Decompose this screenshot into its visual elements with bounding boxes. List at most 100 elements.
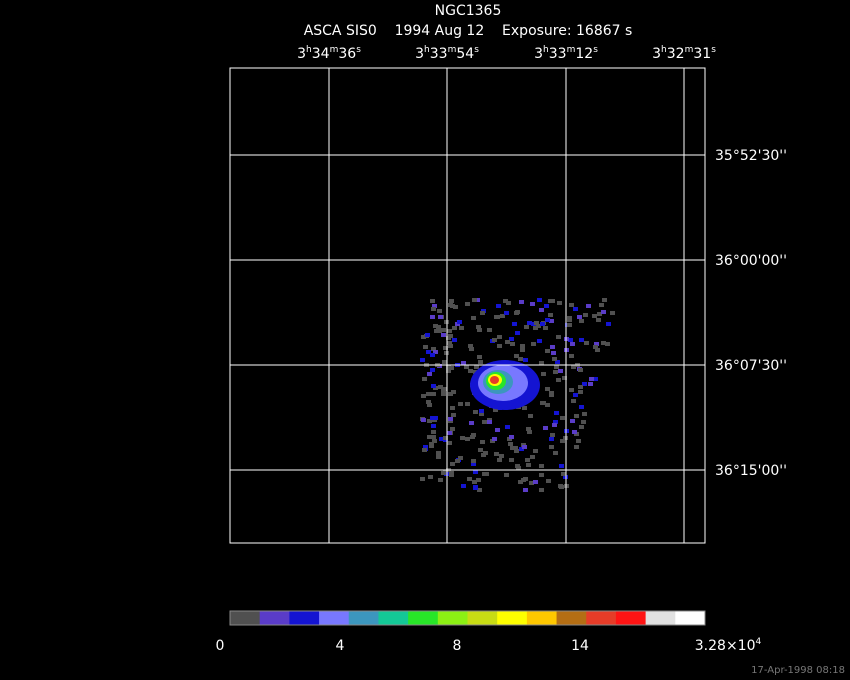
pixel — [473, 470, 478, 474]
pixel — [427, 372, 432, 376]
dec-tick-label: 35°52'30'' — [715, 148, 787, 164]
pixel — [561, 472, 566, 476]
pixel — [509, 458, 514, 462]
pixel — [595, 348, 600, 352]
pixel — [447, 341, 452, 345]
pixel — [465, 402, 470, 406]
pixel — [524, 325, 529, 329]
pixel — [429, 442, 434, 446]
pixel — [601, 310, 606, 314]
dec-tick-label: 36°00'00'' — [715, 253, 787, 269]
pixel — [539, 488, 544, 492]
pixel — [594, 342, 599, 346]
pixel — [504, 473, 509, 477]
pixel — [506, 301, 511, 305]
pixel — [480, 311, 485, 315]
subtitle: ASCA SIS0 1994 Aug 12 Exposure: 16867 s — [304, 23, 633, 39]
pixel — [493, 408, 498, 412]
pixel — [446, 369, 451, 373]
pixel — [430, 416, 435, 420]
pixel — [573, 307, 578, 311]
pixel — [530, 302, 535, 306]
pixel — [516, 466, 521, 470]
pixel — [558, 369, 563, 373]
pixel — [431, 347, 436, 351]
pixel — [497, 335, 502, 339]
pixel — [467, 477, 472, 481]
pixel — [441, 328, 446, 332]
pixel — [533, 326, 538, 330]
pixel — [545, 403, 550, 407]
pixel — [468, 369, 473, 373]
pixel — [534, 321, 539, 325]
ra-tick-label: 3h33m54s — [415, 45, 479, 62]
pixel — [426, 392, 431, 396]
pixel — [468, 344, 473, 348]
pixel — [465, 437, 470, 441]
pixel — [432, 439, 437, 443]
pixel — [465, 302, 470, 306]
pixel — [521, 478, 526, 482]
pixel — [421, 394, 426, 398]
pixel — [592, 314, 597, 318]
pixel — [529, 481, 534, 485]
colorbar-swatch — [319, 611, 350, 625]
pixel — [426, 400, 431, 404]
pixel — [432, 304, 437, 308]
pixel — [553, 370, 558, 374]
pixel — [447, 329, 452, 333]
pixel — [430, 315, 435, 319]
pixel — [544, 304, 549, 308]
pixel — [569, 354, 574, 358]
pixel — [549, 445, 554, 449]
colorbar-label: 0 — [216, 638, 225, 654]
pixel — [505, 340, 510, 344]
pixel — [562, 376, 567, 380]
pixel — [472, 480, 477, 484]
pixel — [573, 393, 578, 397]
pixel — [451, 413, 456, 417]
pixel — [460, 436, 465, 440]
pixel — [543, 326, 548, 330]
pixel — [584, 341, 589, 345]
pixel — [549, 437, 554, 441]
pixel — [420, 358, 425, 362]
pixel — [441, 333, 446, 337]
pixel — [448, 392, 453, 396]
pixel — [514, 449, 519, 453]
pixel — [482, 420, 487, 424]
pixel — [546, 479, 551, 483]
colorbar-swatch — [467, 611, 498, 625]
colorbar-swatch — [526, 611, 558, 625]
pixel — [539, 361, 544, 365]
pixel — [508, 442, 513, 446]
colorbar-swatch — [348, 611, 379, 625]
pixel — [422, 377, 427, 381]
pixel — [436, 325, 441, 329]
pixel — [448, 417, 453, 421]
pixel — [442, 387, 447, 391]
pixel — [567, 323, 572, 327]
pixel — [479, 412, 484, 416]
ra-tick-label: 3h33m12s — [534, 45, 598, 62]
pixel — [571, 399, 576, 403]
pixel — [576, 439, 581, 443]
pixel — [431, 307, 436, 311]
pixel — [448, 334, 453, 338]
colorbar-swatch — [259, 611, 290, 625]
pixel — [510, 342, 515, 346]
colorbar-swatch — [230, 611, 261, 625]
pixel — [510, 446, 515, 450]
pixel — [553, 420, 558, 424]
pixel — [473, 410, 478, 414]
pixel — [487, 328, 492, 332]
pixel — [570, 419, 575, 423]
pixel — [436, 455, 441, 459]
pixel — [448, 344, 453, 348]
pixel — [579, 338, 584, 342]
pixel — [450, 427, 455, 431]
timestamp: 17-Apr-1998 08:18 — [751, 665, 845, 676]
pixel — [503, 299, 508, 303]
